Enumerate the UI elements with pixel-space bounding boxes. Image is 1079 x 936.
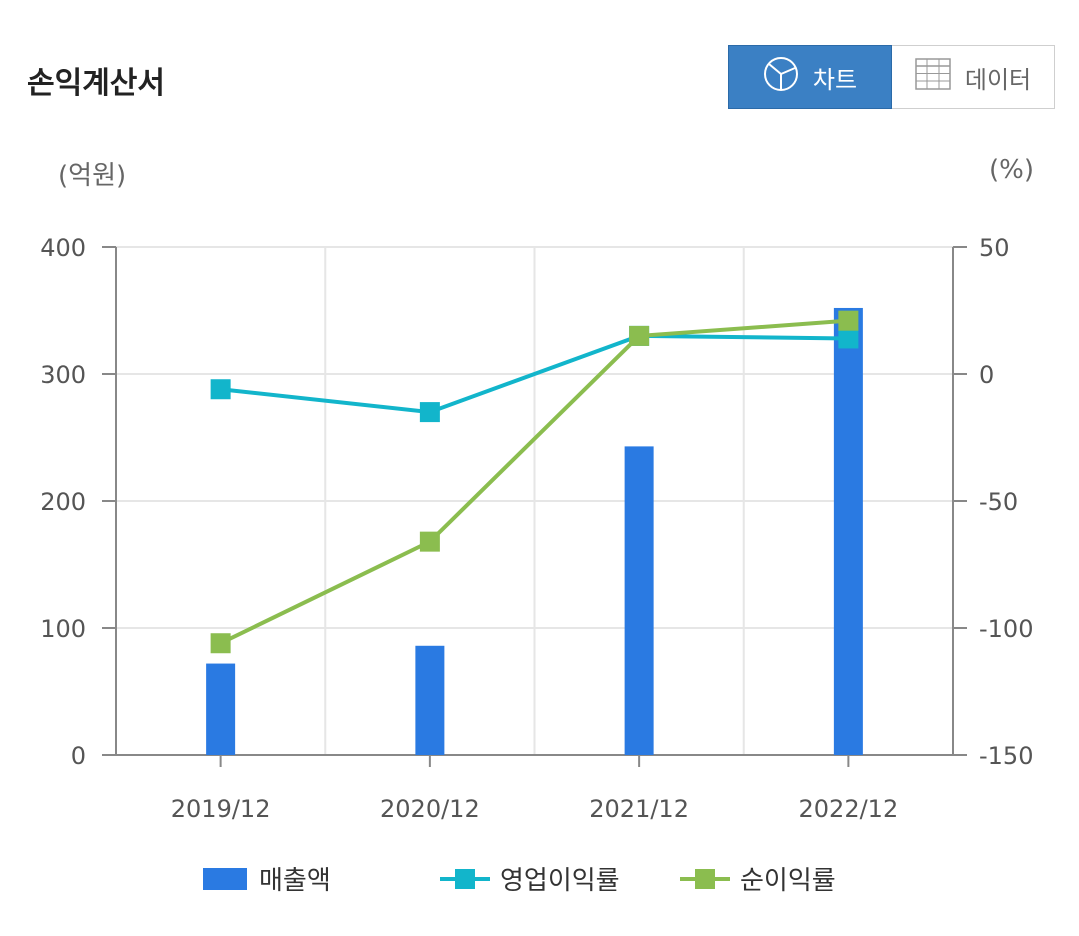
left-axis-unit: (억원) [58, 161, 127, 191]
chart-view-button[interactable]: 차트 [728, 45, 892, 109]
pie-chart-icon [763, 56, 799, 98]
data-view-label: 데이터 [964, 65, 1032, 94]
revenue-bar [833, 307, 863, 755]
left-tick-label: 0 [71, 742, 86, 770]
net-margin-point [838, 310, 859, 331]
net-margin-line [219, 318, 849, 646]
legend-swatch [680, 868, 730, 889]
legend-swatch [203, 867, 247, 890]
revenue-bar [415, 645, 445, 755]
right-axis-unit: (%) [989, 155, 1034, 185]
revenue-bar [624, 446, 654, 755]
operating-margin-point [419, 402, 440, 423]
x-tick-label: 2021/12 [589, 795, 689, 823]
revenue-bar [206, 663, 236, 755]
x-tick-label: 2020/12 [380, 795, 480, 823]
chart-legend: 매출액 영업이익률 순이익률 [0, 860, 1079, 900]
x-tick-label: 2022/12 [799, 795, 899, 823]
right-tick-label: 0 [979, 361, 994, 389]
net-margin-point [629, 325, 650, 346]
left-tick-label: 100 [40, 615, 86, 643]
data-view-button[interactable]: 데이터 [892, 45, 1055, 109]
net-margin-point [419, 531, 440, 552]
operating-margin-point [210, 379, 231, 400]
legend-label: 영업이익률 [500, 866, 620, 896]
legend-item[interactable]: 매출액 [203, 860, 331, 897]
table-grid-icon [915, 58, 951, 96]
view-toggle: 차트 데이터 [728, 45, 1055, 109]
right-tick-label: -100 [979, 615, 1033, 643]
x-tick-label: 2019/12 [171, 795, 271, 823]
right-tick-label: -50 [979, 488, 1018, 516]
left-tick-label: 200 [40, 488, 86, 516]
left-tick-label: 300 [40, 361, 86, 389]
legend-label: 매출액 [259, 866, 331, 896]
legend-item[interactable]: 순이익률 [680, 860, 836, 897]
page-title: 손익계산서 [27, 66, 165, 101]
net-margin-point [210, 633, 231, 654]
legend-item[interactable]: 영업이익률 [440, 860, 620, 897]
left-tick-label: 400 [40, 234, 86, 262]
legend-swatch [440, 868, 490, 889]
right-tick-label: -150 [979, 742, 1033, 770]
right-tick-label: 50 [979, 234, 1010, 262]
operating-margin-line [220, 333, 849, 415]
legend-label: 순이익률 [740, 866, 836, 896]
operating-margin-point [838, 328, 859, 349]
chart-view-label: 차트 [812, 65, 858, 94]
